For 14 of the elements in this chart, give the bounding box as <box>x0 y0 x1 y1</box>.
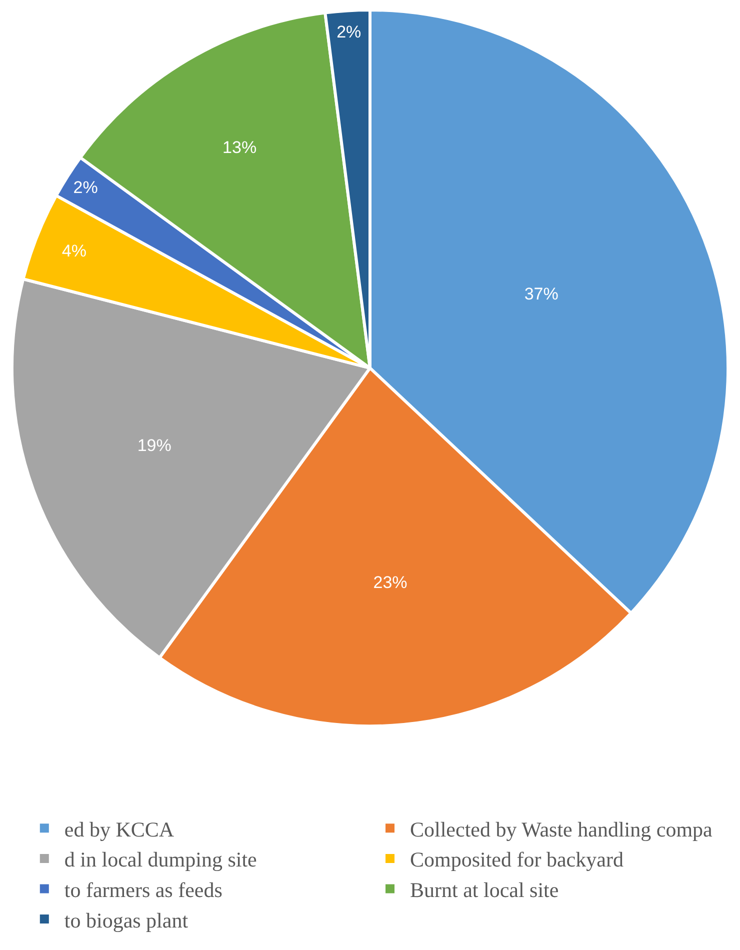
data-label: 37% <box>524 284 558 304</box>
legend-label: to farmers as feeds <box>64 878 222 902</box>
data-label: 13% <box>222 138 257 157</box>
data-label: 19% <box>137 436 172 456</box>
data-label: 4% <box>62 241 86 260</box>
data-label: 23% <box>373 573 408 592</box>
data-label: 2% <box>336 22 362 42</box>
legend-label: ed by KCCA <box>64 817 175 842</box>
legend-label: Burnt at local site <box>410 878 559 902</box>
legend-label: to biogas plant <box>64 908 188 932</box>
legend-label: Collected by Waste handling compa <box>410 817 714 842</box>
legend-label: Composited for backyard <box>410 848 624 872</box>
legend-label: d in local dumping site <box>64 848 257 872</box>
data-label: 2% <box>73 178 98 198</box>
